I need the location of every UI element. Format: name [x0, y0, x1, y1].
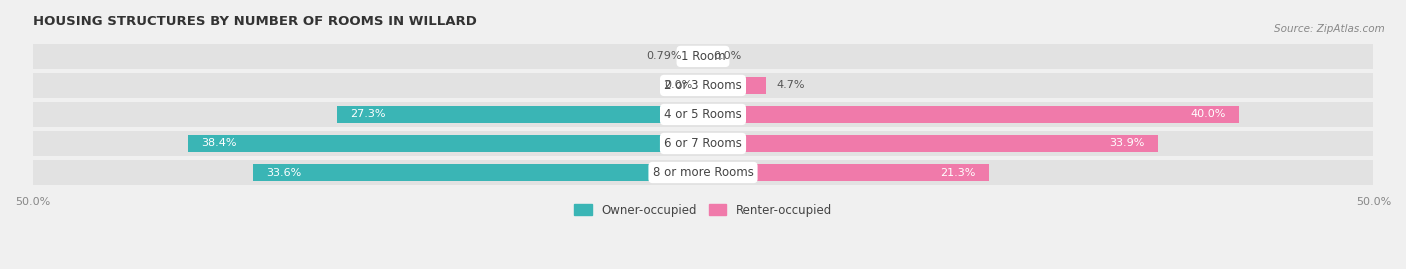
- Bar: [703, 77, 766, 94]
- Text: 2 or 3 Rooms: 2 or 3 Rooms: [664, 79, 742, 92]
- Text: 0.0%: 0.0%: [664, 80, 692, 90]
- Text: 4.7%: 4.7%: [776, 80, 806, 90]
- Bar: [32, 160, 1374, 185]
- Bar: [703, 164, 988, 181]
- Bar: [703, 106, 1239, 123]
- Text: 33.6%: 33.6%: [266, 168, 301, 178]
- Bar: [32, 73, 1374, 98]
- Text: 0.0%: 0.0%: [714, 51, 742, 61]
- Text: HOUSING STRUCTURES BY NUMBER OF ROOMS IN WILLARD: HOUSING STRUCTURES BY NUMBER OF ROOMS IN…: [32, 15, 477, 28]
- Bar: [188, 135, 703, 152]
- Bar: [703, 135, 1157, 152]
- Text: 4 or 5 Rooms: 4 or 5 Rooms: [664, 108, 742, 121]
- Text: 40.0%: 40.0%: [1191, 109, 1226, 119]
- Bar: [32, 102, 1374, 127]
- Text: 0.79%: 0.79%: [647, 51, 682, 61]
- Text: 21.3%: 21.3%: [939, 168, 976, 178]
- Text: 6 or 7 Rooms: 6 or 7 Rooms: [664, 137, 742, 150]
- Bar: [32, 131, 1374, 156]
- Bar: [337, 106, 703, 123]
- Bar: [32, 44, 1374, 69]
- Legend: Owner-occupied, Renter-occupied: Owner-occupied, Renter-occupied: [569, 199, 837, 221]
- Text: 33.9%: 33.9%: [1109, 139, 1144, 148]
- Bar: [253, 164, 703, 181]
- Text: 27.3%: 27.3%: [350, 109, 385, 119]
- Text: Source: ZipAtlas.com: Source: ZipAtlas.com: [1274, 24, 1385, 34]
- Text: 1 Room: 1 Room: [681, 50, 725, 63]
- Text: 8 or more Rooms: 8 or more Rooms: [652, 166, 754, 179]
- Text: 38.4%: 38.4%: [201, 139, 238, 148]
- Bar: [692, 48, 703, 65]
